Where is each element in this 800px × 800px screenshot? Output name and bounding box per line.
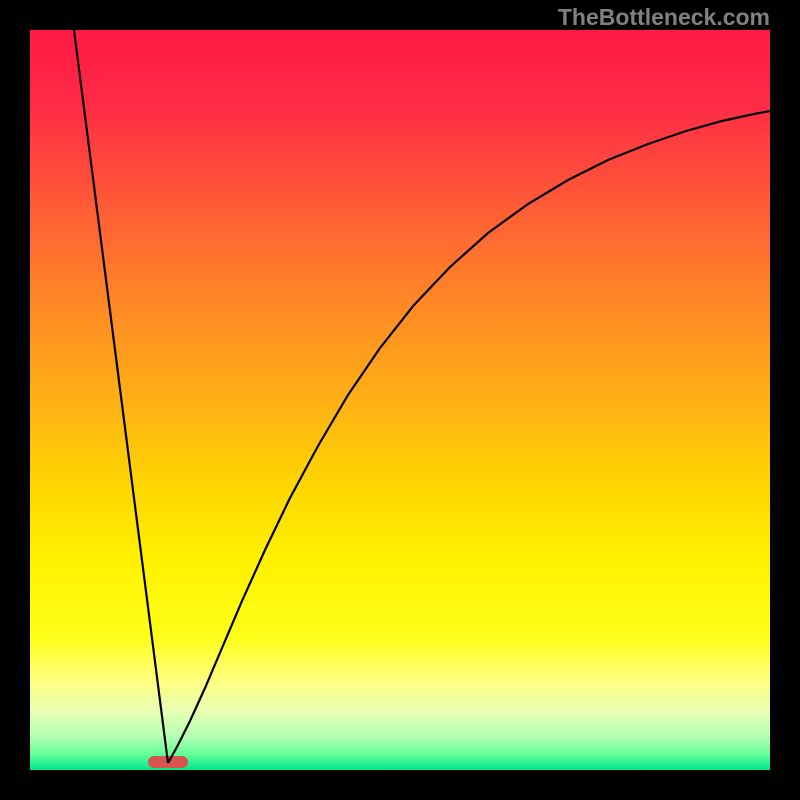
plot-area (30, 30, 770, 770)
curve-overlay (30, 30, 770, 770)
left-line (74, 30, 168, 763)
watermark-text: TheBottleneck.com (558, 4, 770, 31)
chart-container: TheBottleneck.com (0, 0, 800, 800)
right-curve (168, 111, 770, 763)
